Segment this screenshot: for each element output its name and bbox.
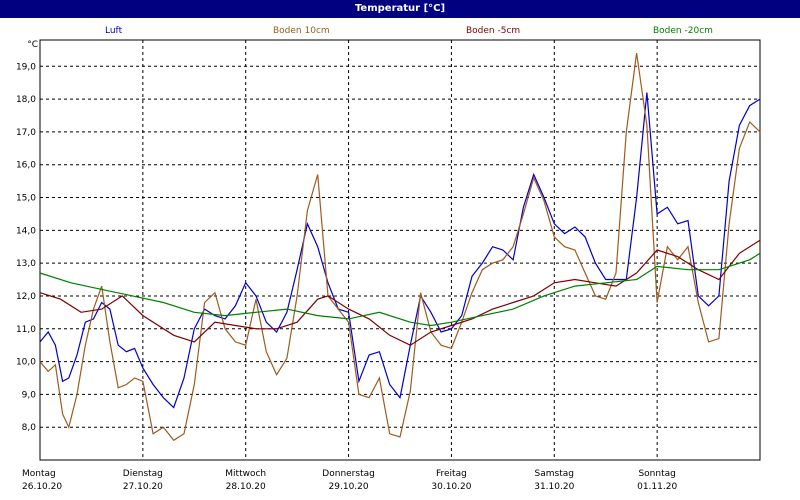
y-tick-label: 10,0 <box>16 358 36 368</box>
x-date-label: 27.10.20 <box>123 482 163 492</box>
y-axis-unit: °C <box>27 40 38 50</box>
series-line <box>39 239 761 346</box>
y-tick-label: 12,0 <box>16 292 36 302</box>
series-line <box>39 92 761 409</box>
y-tick-label: 17,0 <box>16 128 36 138</box>
legend-entry: Luft <box>105 26 123 36</box>
series-line <box>39 53 761 442</box>
x-weekday-label: Mittwoch <box>225 469 266 479</box>
y-tick-label: 16,0 <box>16 161 36 171</box>
x-weekday-label: Sonntag <box>638 469 675 479</box>
x-date-label: 29.10.20 <box>329 482 369 492</box>
x-date-label: 30.10.20 <box>431 482 471 492</box>
x-weekday-label: Freitag <box>436 469 467 479</box>
x-date-label: 26.10.20 <box>22 482 62 492</box>
y-tick-label: 13,0 <box>16 259 36 269</box>
x-date-label: 28.10.20 <box>226 482 266 492</box>
chart-area: 8,0 9,0 10,0 11,0 12,0 13,0 14,0 15,0 16,0 17,0 18… <box>0 18 800 500</box>
y-tick-label: 15,0 <box>16 194 36 204</box>
legend-entry: Boden -5cm <box>466 26 520 36</box>
x-weekday-label: Samstag <box>535 469 574 479</box>
y-tick-label: 19,0 <box>16 62 36 72</box>
x-weekday-label: Dienstag <box>123 469 163 479</box>
y-tick-label: 8,0 <box>22 423 37 433</box>
x-weekday-label: Montag <box>22 469 56 479</box>
window-title: Temperatur [°C] <box>0 0 800 18</box>
temperature-chart: 8,0 9,0 10,0 11,0 12,0 13,0 14,0 15,0 16,0 17,0 18… <box>16 26 761 492</box>
y-tick-label: 14,0 <box>16 226 36 236</box>
y-tick-label: 9,0 <box>22 390 37 400</box>
plot-frame <box>39 39 761 461</box>
legend-entry: Boden -20cm <box>653 26 713 36</box>
legend-entry: Boden 10cm <box>273 26 330 36</box>
x-weekday-label: Donnerstag <box>322 469 375 479</box>
x-date-label: 01.11.20 <box>637 482 677 492</box>
y-tick-label: 11,0 <box>16 325 36 335</box>
y-tick-label: 18,0 <box>16 95 36 105</box>
series-line <box>39 252 761 327</box>
x-date-label: 31.10.20 <box>534 482 574 492</box>
